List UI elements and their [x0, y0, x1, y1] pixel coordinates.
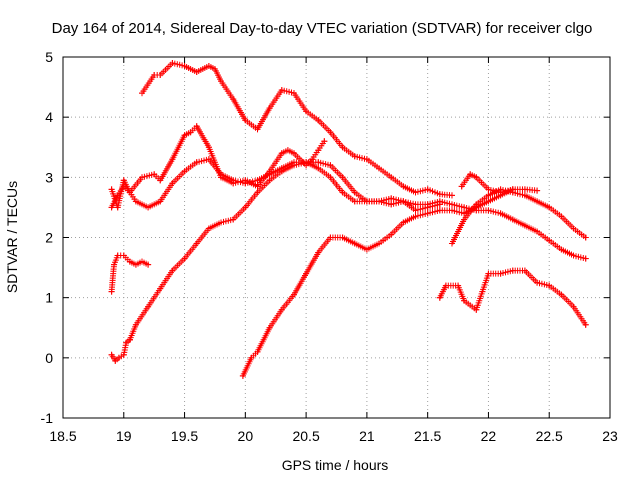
- x-tick-label: 20: [238, 428, 254, 444]
- series-trace: [458, 171, 516, 196]
- series-arc-c: [108, 123, 328, 211]
- x-tick-label: 23: [602, 428, 618, 444]
- y-axis-label: SDTVAR / TECUs: [4, 181, 20, 293]
- series-trace: [108, 123, 328, 211]
- x-axis-label: GPS time / hours: [282, 457, 389, 473]
- series-trace: [239, 186, 541, 379]
- series-trace: [108, 336, 133, 364]
- plot-frame: [62, 56, 611, 419]
- series-trace: [126, 159, 589, 343]
- series-cluster-lo: [108, 336, 133, 364]
- x-tick-label: 20.5: [292, 428, 319, 444]
- x-tick-label: 19: [116, 428, 132, 444]
- x-tick-label: 22.5: [536, 428, 563, 444]
- series-cluster-mid: [108, 252, 152, 295]
- series-trace: [436, 267, 589, 328]
- series-trace: [139, 60, 455, 199]
- y-tick-label: 5: [45, 49, 53, 65]
- series-arc-top: [139, 60, 455, 199]
- x-tick-label: 18.5: [49, 428, 76, 444]
- series-arc-d: [126, 159, 589, 343]
- x-tick-label: 21.5: [414, 428, 441, 444]
- y-tick-label: 3: [45, 169, 53, 185]
- chart-title: Day 164 of 2014, Sidereal Day-to-day VTE…: [52, 20, 593, 37]
- y-tick-label: 0: [45, 350, 53, 366]
- series-arc-h: [436, 267, 589, 328]
- series-arc-g: [458, 171, 516, 196]
- x-tick-label: 21: [359, 428, 375, 444]
- y-tick-label: -1: [41, 410, 54, 426]
- series-trace: [108, 252, 152, 295]
- marks-layer: [108, 60, 589, 379]
- x-tick-label: 19.5: [171, 428, 198, 444]
- y-tick-label: 4: [45, 109, 53, 125]
- series-arc-e: [239, 186, 541, 379]
- x-tick-label: 22: [481, 428, 497, 444]
- y-tick-label: 1: [45, 290, 53, 306]
- grid-layer: [63, 57, 610, 418]
- y-tick-label: 2: [45, 230, 53, 246]
